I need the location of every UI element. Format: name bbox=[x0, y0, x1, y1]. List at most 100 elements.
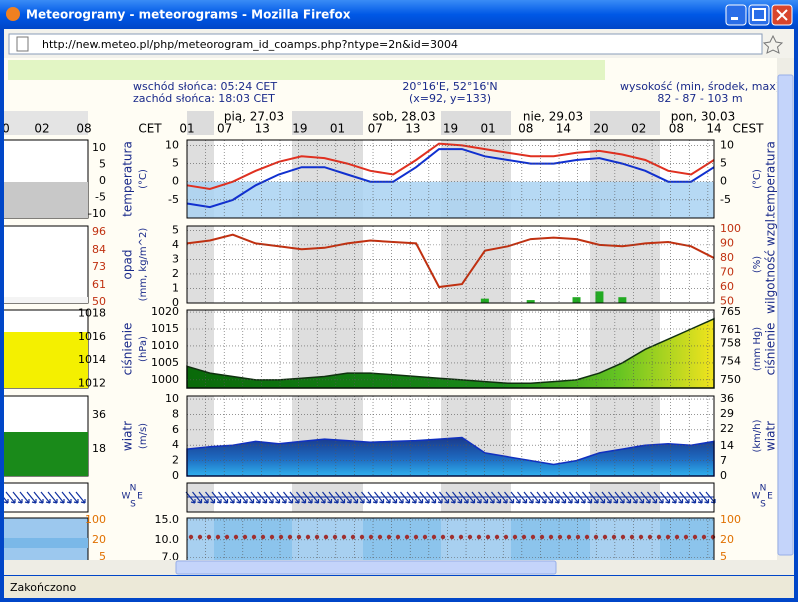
wind-arrow bbox=[33, 491, 44, 504]
dot bbox=[269, 534, 275, 540]
y2-tick-label: 80 bbox=[720, 251, 734, 264]
night-band bbox=[590, 518, 660, 560]
dot bbox=[548, 534, 554, 540]
hour-label: 20 bbox=[593, 122, 608, 136]
y-tick-label: 10 bbox=[165, 138, 179, 151]
dot bbox=[188, 534, 194, 540]
hour-label: 13 bbox=[405, 122, 420, 136]
y2-tick-label: 5 bbox=[720, 550, 727, 563]
night-band bbox=[441, 111, 511, 135]
compass-letter: E bbox=[137, 492, 143, 502]
dot bbox=[683, 534, 689, 540]
window-title: Meteorogramy - meteorograms - Mozilla Fi… bbox=[26, 8, 351, 22]
hour-label: 01 bbox=[179, 122, 194, 136]
horizontal-scroll-thumb[interactable] bbox=[175, 560, 557, 575]
prev-tick-label: 73 bbox=[92, 260, 106, 273]
precip-bar bbox=[572, 297, 581, 303]
y2-tick-label: 0 bbox=[720, 469, 727, 482]
y2-tick-label: 761 bbox=[720, 323, 741, 336]
dot bbox=[422, 534, 428, 540]
dot bbox=[656, 534, 662, 540]
dot bbox=[503, 534, 509, 540]
y2-tick-label: 0 bbox=[720, 175, 727, 188]
status-bar bbox=[4, 576, 794, 598]
prev-panel-fill bbox=[4, 538, 88, 548]
axis-unit-right: (%) bbox=[752, 256, 763, 273]
hour-label: 07 bbox=[217, 122, 232, 136]
sunset: zachód słońca: 18:03 CET bbox=[133, 92, 275, 105]
y-tick-label: 0 bbox=[172, 469, 179, 482]
dot bbox=[611, 534, 617, 540]
prev-tick-label: 1014 bbox=[78, 353, 106, 366]
y2-tick-label: 5 bbox=[720, 157, 727, 170]
dot bbox=[620, 534, 626, 540]
y-tick-label: 1020 bbox=[151, 305, 179, 318]
axis-unit: (m/s) bbox=[138, 423, 149, 449]
hour-label: 13 bbox=[255, 122, 270, 136]
prev-tick-label: 96 bbox=[92, 225, 106, 238]
day-label: sob, 28.03 bbox=[372, 110, 435, 124]
prev-tick-label: 10 bbox=[92, 141, 106, 154]
dot bbox=[575, 534, 581, 540]
y-tick-label: 3 bbox=[172, 252, 179, 265]
y-tick-label: 5 bbox=[172, 157, 179, 170]
dot bbox=[287, 534, 293, 540]
dot bbox=[467, 534, 473, 540]
prev-tick-label: 100 bbox=[85, 513, 106, 526]
dot bbox=[215, 534, 221, 540]
minimize-button[interactable] bbox=[725, 4, 747, 26]
plot-frame bbox=[186, 517, 715, 560]
compass-letter: W bbox=[752, 492, 761, 502]
y-tick-label: 6 bbox=[172, 423, 179, 436]
prev-tick-label: -5 bbox=[95, 191, 106, 204]
dot bbox=[638, 534, 644, 540]
day-label: nie, 29.03 bbox=[523, 110, 583, 124]
axis-label: wiatr bbox=[121, 421, 135, 451]
axis-label-right: temperatura bbox=[764, 141, 778, 217]
dot bbox=[584, 534, 590, 540]
prev-hour-label: 0 bbox=[2, 122, 10, 136]
day-label: pon, 30.03 bbox=[671, 110, 736, 124]
bookmark-star[interactable] bbox=[762, 34, 784, 54]
y2-tick-label: 90 bbox=[720, 236, 734, 249]
prev-panel-fill bbox=[4, 182, 88, 218]
precip-bar bbox=[480, 298, 489, 303]
hour-label: 14 bbox=[706, 122, 721, 136]
wind-arrow bbox=[4, 497, 9, 504]
app-icon bbox=[6, 7, 20, 21]
dot bbox=[485, 534, 491, 540]
night-band bbox=[590, 226, 660, 303]
prev-panel-fill bbox=[4, 297, 88, 303]
address-bar[interactable] bbox=[8, 33, 763, 55]
y-tick-label: 10.0 bbox=[155, 533, 180, 546]
dot bbox=[260, 534, 266, 540]
y2-tick-label: 754 bbox=[720, 355, 741, 368]
y2-tick-label: 20 bbox=[720, 533, 734, 546]
axis-unit: (°C) bbox=[138, 169, 149, 189]
dot bbox=[602, 534, 608, 540]
hour-label: 19 bbox=[292, 122, 307, 136]
compass-letter: W bbox=[122, 492, 131, 502]
prev-tick-label: 36 bbox=[92, 408, 106, 421]
dot bbox=[206, 534, 212, 540]
prev-tick-label: 1018 bbox=[78, 306, 106, 319]
dot bbox=[386, 534, 392, 540]
prev-panel-fill bbox=[4, 332, 88, 388]
dot bbox=[530, 534, 536, 540]
wind-arrow bbox=[12, 491, 23, 504]
night-band bbox=[590, 111, 660, 135]
y2-tick-label: 29 bbox=[720, 407, 734, 420]
y-tick-label: 4 bbox=[172, 438, 179, 451]
vertical-scroll-thumb[interactable] bbox=[777, 74, 794, 556]
dot bbox=[494, 534, 500, 540]
y-tick-label: 7.0 bbox=[162, 550, 180, 563]
axis-label: ciśnienie bbox=[121, 323, 135, 376]
prev-tick-label: 1016 bbox=[78, 330, 106, 343]
dot bbox=[440, 534, 446, 540]
sunrise: wschód słońca: 05:24 CET bbox=[133, 80, 277, 93]
dot bbox=[395, 534, 401, 540]
precip-bar bbox=[526, 300, 535, 303]
status-text: Zakończono bbox=[10, 581, 76, 594]
wind-arrow bbox=[5, 491, 16, 504]
